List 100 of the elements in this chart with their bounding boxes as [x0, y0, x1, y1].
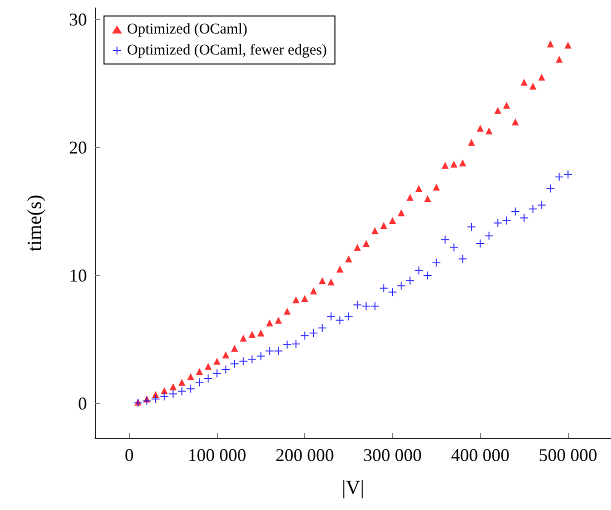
- point: [328, 278, 335, 286]
- point: [398, 209, 405, 216]
- point: [432, 258, 440, 267]
- point: [240, 334, 247, 342]
- point: [502, 216, 511, 224]
- point: [266, 346, 274, 355]
- point: [292, 296, 300, 304]
- point: [152, 394, 160, 403]
- point: [459, 159, 466, 166]
- y-axis-title: time(s): [24, 194, 46, 252]
- point: [476, 124, 484, 132]
- point: [283, 340, 292, 349]
- point: [406, 194, 414, 201]
- point: [301, 295, 308, 302]
- point: [415, 184, 422, 192]
- point: [512, 118, 519, 126]
- point: [353, 300, 362, 309]
- point: [564, 170, 572, 178]
- point: [528, 204, 537, 213]
- point: [406, 276, 414, 285]
- point: [520, 78, 528, 86]
- point: [371, 227, 378, 234]
- point: [450, 160, 458, 168]
- point: [503, 102, 510, 109]
- point: [231, 344, 238, 352]
- point: [318, 324, 326, 332]
- point: [256, 352, 265, 360]
- point: [458, 254, 467, 263]
- point: [468, 138, 475, 146]
- point: [310, 329, 318, 338]
- point: [204, 362, 212, 370]
- point: [292, 340, 300, 348]
- point: [170, 383, 177, 390]
- point: [450, 243, 458, 252]
- point: [212, 369, 221, 378]
- point: [196, 368, 203, 375]
- point: [213, 358, 220, 365]
- point: [257, 330, 264, 337]
- point: [546, 184, 554, 192]
- point: [380, 222, 388, 230]
- point: [467, 222, 476, 231]
- point: [432, 184, 440, 191]
- point: [564, 42, 572, 49]
- point: [327, 312, 336, 320]
- point: [186, 384, 195, 393]
- x-tick-label: 400 000: [450, 445, 510, 465]
- x-tick-label: 0: [124, 445, 134, 465]
- point: [494, 106, 502, 114]
- point: [248, 355, 256, 364]
- point: [169, 390, 178, 398]
- y-tick-label: 10: [69, 265, 87, 286]
- point: [274, 316, 282, 324]
- point: [318, 277, 326, 284]
- point: [538, 74, 546, 81]
- point: [195, 378, 204, 386]
- x-tick-label: 300 000: [363, 445, 422, 465]
- point: [178, 378, 186, 386]
- point: [160, 392, 168, 400]
- point: [344, 312, 353, 320]
- point: [142, 396, 151, 405]
- point: [546, 40, 554, 48]
- point: [362, 302, 370, 310]
- y-tick-label: 20: [69, 137, 87, 158]
- x-axis-title: |V|: [342, 477, 364, 499]
- legend-label: Optimized (OCaml): [127, 22, 248, 38]
- point: [414, 266, 423, 274]
- point: [441, 236, 450, 244]
- point: [556, 56, 563, 63]
- legend-label: Optimized (OCaml, fewer edges): [127, 42, 327, 58]
- point: [511, 207, 520, 216]
- point: [555, 172, 564, 181]
- point: [274, 346, 282, 355]
- point: [529, 82, 536, 90]
- point: [354, 244, 361, 251]
- y-tick-label: 0: [78, 393, 87, 414]
- point: [239, 357, 248, 366]
- x-tick-label: 500 000: [538, 445, 598, 465]
- point: [187, 373, 194, 380]
- point: [178, 387, 186, 396]
- point: [424, 271, 432, 280]
- point: [520, 214, 528, 222]
- point: [230, 360, 239, 368]
- point: [362, 240, 370, 247]
- point: [222, 351, 230, 358]
- point: [538, 201, 546, 210]
- point: [336, 266, 344, 273]
- point: [310, 287, 318, 294]
- point: [486, 127, 493, 134]
- point: [204, 374, 212, 382]
- point: [248, 330, 256, 338]
- point: [388, 216, 396, 224]
- x-tick-label: 100 000: [188, 445, 246, 465]
- point: [494, 219, 502, 227]
- point: [345, 255, 352, 262]
- point: [370, 302, 379, 310]
- x-tick-label: 200 000: [275, 445, 334, 465]
- point: [442, 162, 449, 169]
- point: [485, 232, 494, 240]
- point: [284, 308, 291, 315]
- point: [424, 195, 432, 202]
